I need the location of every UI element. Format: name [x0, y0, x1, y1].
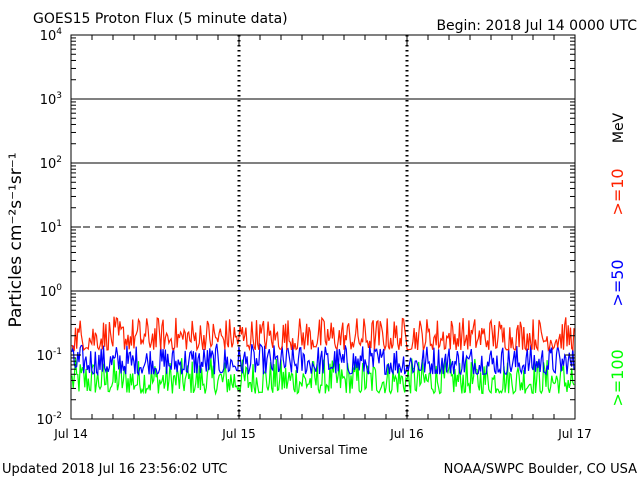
- x-tick-label-2: Jul 16: [389, 427, 424, 441]
- updated-timestamp: Updated 2018 Jul 16 23:56:02 UTC: [2, 462, 227, 477]
- credit-label: NOAA/SWPC Boulder, CO USA: [444, 462, 637, 477]
- begin-date: Begin: 2018 Jul 14 0000 UTC: [436, 18, 637, 34]
- y-tick-label-3: 101: [40, 219, 62, 236]
- legend-entry-0: >=10: [608, 168, 627, 215]
- y-tick-labels: 10-2 10-1 100 101 102 103 104: [36, 27, 575, 428]
- grid-layer: [70, 35, 576, 419]
- legend-entry-2: >=100: [608, 349, 627, 406]
- y-tick-label-1: 10-1: [36, 347, 62, 364]
- series-line-1: [71, 342, 575, 377]
- x-tick-labels: Jul 14 Jul 15 Jul 16 Jul 17: [53, 427, 592, 441]
- legend-entry-1: >=50: [608, 259, 627, 306]
- series-line-2: [71, 357, 575, 396]
- legend: MeV >=10 >=50 >=100: [608, 112, 627, 406]
- y-tick-label-2: 100: [40, 283, 63, 300]
- y-axis-label: Particles cm⁻²s⁻¹sr⁻¹: [6, 152, 26, 327]
- y-tick-label-4: 102: [40, 155, 62, 172]
- y-tick-label-5: 103: [40, 91, 62, 108]
- x-axis-label: Universal Time: [278, 443, 367, 457]
- x-tick-label-1: Jul 15: [221, 427, 256, 441]
- series-line-0: [71, 316, 575, 352]
- x-tick-label-0: Jul 14: [53, 427, 88, 441]
- x-tick-label-3: Jul 17: [557, 427, 592, 441]
- chart-title: GOES15 Proton Flux (5 minute data): [33, 11, 288, 27]
- y-tick-label-0: 10-2: [36, 411, 62, 428]
- legend-unit: MeV: [611, 112, 627, 143]
- y-tick-label-6: 104: [40, 27, 63, 44]
- series-layer: [71, 316, 575, 396]
